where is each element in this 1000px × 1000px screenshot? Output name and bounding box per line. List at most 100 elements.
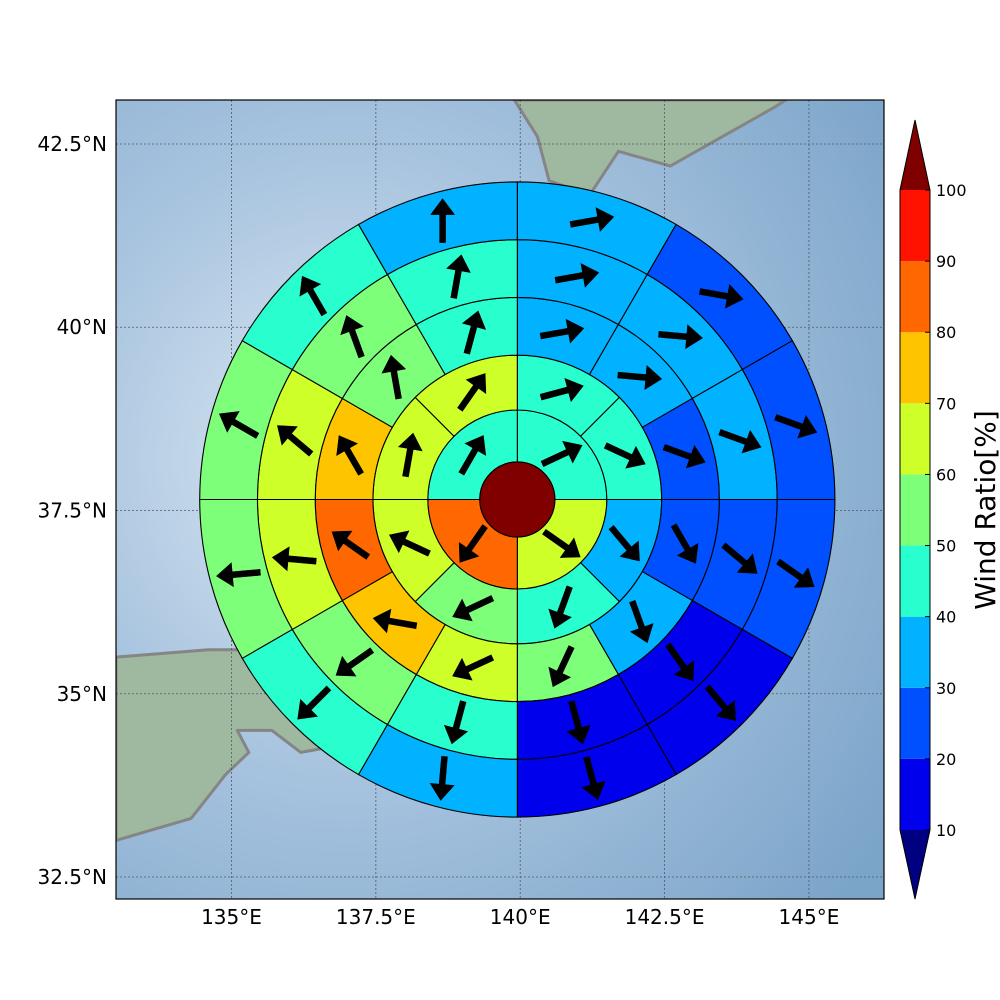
y-tick-label: 32.5°N xyxy=(38,865,108,889)
wind-arrow xyxy=(277,425,314,457)
wind-arrow xyxy=(0,0,22,12)
y-tick-label: 40°N xyxy=(57,315,107,339)
wind-arrow xyxy=(776,558,815,588)
wind-arrow xyxy=(704,684,736,721)
wind-arrow xyxy=(0,0,22,12)
wind-arrow xyxy=(340,315,365,359)
wind-direction-arrows xyxy=(0,0,818,801)
wind-arrow xyxy=(443,700,469,745)
wind-arrow xyxy=(388,530,431,557)
wind-arrow xyxy=(452,654,495,681)
wind-arrow xyxy=(566,700,591,745)
wind-arrow xyxy=(608,525,640,562)
wind-arrow xyxy=(603,442,646,469)
wind-arrow xyxy=(554,263,600,288)
wind-arrow xyxy=(216,562,261,588)
wind-arrow xyxy=(372,608,418,634)
colorbar-bin xyxy=(900,687,930,759)
wind-arrow xyxy=(297,685,332,720)
wind-arrow xyxy=(429,755,455,801)
wind-arrow xyxy=(629,599,654,644)
wind-arrow xyxy=(430,198,456,243)
wind-arrow xyxy=(0,0,22,12)
wind-arrow xyxy=(617,365,663,390)
wind-arrow xyxy=(0,0,22,12)
wind-arrow xyxy=(581,756,606,801)
colorbar-bin xyxy=(900,758,930,830)
colorbar-bin xyxy=(900,332,930,404)
wind-arrow xyxy=(540,440,583,467)
y-tick-label: 42.5°N xyxy=(38,132,108,156)
colorbar-tick-label: 40 xyxy=(936,608,956,627)
wind-arrow xyxy=(0,0,22,12)
colorbar-bin xyxy=(900,403,930,475)
x-tick-label: 142.5°E xyxy=(625,905,705,929)
x-tick-label: 135°E xyxy=(201,905,262,929)
colorbar-under-extension xyxy=(900,830,930,899)
wind-arrow xyxy=(774,414,818,439)
wind-arrow xyxy=(670,523,699,564)
wind-arrow xyxy=(446,254,471,299)
colorbar: 10 20 30 40 50 60 70 80 90 100 xyxy=(899,119,967,900)
wind-arrow xyxy=(0,0,22,12)
wind-arrow xyxy=(0,0,22,12)
land-mass xyxy=(512,100,788,197)
wind-ratio-cell xyxy=(357,181,518,276)
wind-arrow xyxy=(458,435,487,476)
colorbar-bin xyxy=(900,190,930,262)
wind-arrow xyxy=(461,310,487,355)
wind-arrow xyxy=(381,354,407,400)
colorbar-bin xyxy=(900,545,930,617)
colorbar-over-extension xyxy=(900,120,930,190)
wind-arrow xyxy=(0,0,22,12)
y-tick-label: 37.5°N xyxy=(38,498,108,522)
wind-arrow xyxy=(542,528,581,558)
x-tick-label: 137.5°E xyxy=(336,905,416,929)
wind-arrow xyxy=(397,432,423,478)
wind-arrow xyxy=(0,0,22,12)
wind-ratio-cells xyxy=(199,181,836,818)
x-tick-label: 145°E xyxy=(779,905,840,929)
wind-arrow xyxy=(548,645,575,688)
map-axis-ticks: 135°E 137.5°E 140°E 142.5°E 145°E 32.5°N 35°N 3… xyxy=(38,132,840,929)
wind-arrow xyxy=(539,377,584,403)
colorbar-tick-label: 50 xyxy=(936,537,956,556)
colorbar-tick-label: 10 xyxy=(936,821,956,840)
wind-arrow xyxy=(457,373,487,412)
wind-arrow xyxy=(0,0,22,12)
colorbar-tick-label: 30 xyxy=(936,679,956,698)
wind-arrow xyxy=(665,642,695,682)
wind-arrow xyxy=(569,207,615,232)
colorbar-bin xyxy=(900,261,930,333)
colorbar-tick-label: 60 xyxy=(936,465,956,484)
wind-arrow xyxy=(299,275,328,317)
wind-arrow xyxy=(0,0,22,12)
center-cell xyxy=(479,461,556,538)
colorbar-label: Wind Ratio[%] xyxy=(969,410,1000,610)
map-frame xyxy=(115,99,885,900)
colorbar-tick-label: 100 xyxy=(936,181,967,200)
colorbar-tick-label: 90 xyxy=(936,252,956,271)
colorbar-tick-label: 80 xyxy=(936,323,956,342)
colorbar-tick-label: 20 xyxy=(936,750,956,769)
wind-arrow xyxy=(458,524,488,563)
wind-arrow xyxy=(658,324,703,350)
wind-arrow xyxy=(721,542,758,574)
wind-arrow xyxy=(218,411,260,439)
colorbar-tick-label: 70 xyxy=(936,394,956,413)
wind-arrow xyxy=(662,444,706,469)
wind-arrow xyxy=(336,435,364,476)
colorbar-bin xyxy=(900,616,930,688)
wind-arrow xyxy=(718,429,762,454)
wind-arrow xyxy=(548,585,573,629)
wind-arrow xyxy=(335,647,375,677)
colorbar-bin xyxy=(900,474,930,546)
y-tick-label: 35°N xyxy=(57,682,107,706)
wind-arrow xyxy=(271,546,317,572)
wind-arrow xyxy=(539,318,585,344)
x-tick-label: 140°E xyxy=(490,905,551,929)
wind-arrow xyxy=(452,595,495,622)
map-area xyxy=(0,0,884,899)
wind-arrow xyxy=(331,530,371,560)
